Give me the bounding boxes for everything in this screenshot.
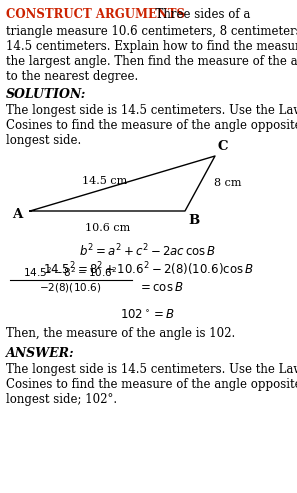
- Text: longest side.: longest side.: [6, 134, 81, 147]
- Text: longest side; 102°.: longest side; 102°.: [6, 393, 117, 406]
- Text: C: C: [218, 140, 228, 153]
- Text: CONSTRUCT ARGUMENTS: CONSTRUCT ARGUMENTS: [6, 8, 185, 21]
- Text: $102^\circ = B$: $102^\circ = B$: [121, 309, 176, 322]
- Text: $14.5^2 - 8^2 - 10.6^2$: $14.5^2 - 8^2 - 10.6^2$: [23, 265, 117, 279]
- Text: 10.6 cm: 10.6 cm: [85, 223, 130, 233]
- Text: $= \cos B$: $= \cos B$: [138, 281, 184, 294]
- Text: A: A: [12, 208, 22, 220]
- Text: ANSWER:: ANSWER:: [6, 347, 75, 360]
- Text: $b^2 = a^2 + c^2 - 2ac\,\mathrm{cos}\,B$: $b^2 = a^2 + c^2 - 2ac\,\mathrm{cos}\,B$: [79, 243, 217, 260]
- Text: Then, the measure of the angle is 102.: Then, the measure of the angle is 102.: [6, 327, 235, 340]
- Text: Cosines to find the measure of the angle opposite the: Cosines to find the measure of the angle…: [6, 378, 297, 391]
- Text: The longest side is 14.5 centimeters. Use the Law of: The longest side is 14.5 centimeters. Us…: [6, 104, 297, 117]
- Text: to the nearest degree.: to the nearest degree.: [6, 70, 138, 83]
- Text: SOLUTION:: SOLUTION:: [6, 88, 86, 101]
- Text: $14.5^2 = 8^2 + 10.6^2 - 2(8)(10.6)\cos B$: $14.5^2 = 8^2 + 10.6^2 - 2(8)(10.6)\cos …: [43, 260, 253, 278]
- Text: 8 cm: 8 cm: [214, 178, 241, 188]
- Text: the largest angle. Then find the measure of the angle: the largest angle. Then find the measure…: [6, 55, 297, 68]
- Text: 14.5 cm: 14.5 cm: [82, 176, 127, 186]
- Text: Cosines to find the measure of the angle opposite the: Cosines to find the measure of the angle…: [6, 119, 297, 132]
- Text: The longest side is 14.5 centimeters. Use the Law of: The longest side is 14.5 centimeters. Us…: [6, 363, 297, 376]
- Text: $-2(8)(10.6)$: $-2(8)(10.6)$: [39, 281, 101, 294]
- Text: B: B: [188, 214, 199, 227]
- Text: triangle measure 10.6 centimeters, 8 centimeters, and: triangle measure 10.6 centimeters, 8 cen…: [6, 25, 297, 38]
- Text: 14.5 centimeters. Explain how to find the measure of: 14.5 centimeters. Explain how to find th…: [6, 40, 297, 53]
- Text: Three sides of a: Three sides of a: [148, 8, 250, 21]
